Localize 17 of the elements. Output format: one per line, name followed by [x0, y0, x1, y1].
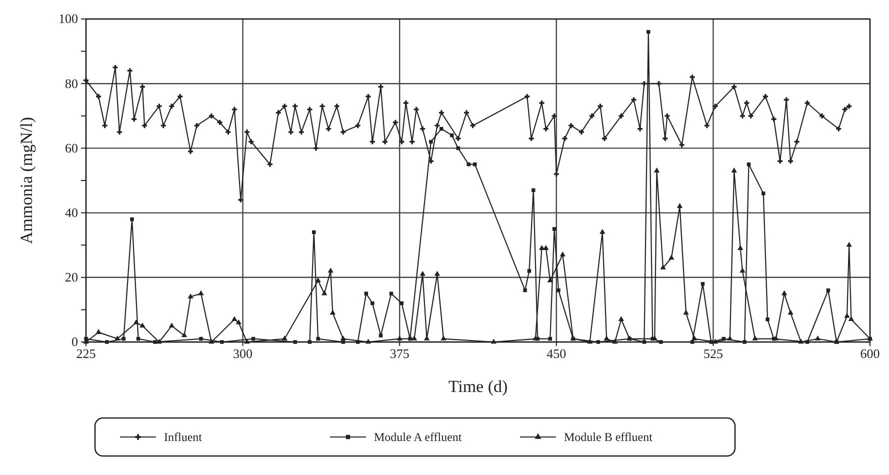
x-tick-label: 600 — [860, 346, 880, 362]
x-tick-label: 300 — [233, 346, 253, 362]
x-tick-label: 375 — [390, 346, 410, 362]
x-tick-label: 450 — [546, 346, 566, 362]
y-tick-label: 60 — [65, 140, 78, 156]
legend-label: Module A effluent — [374, 430, 462, 444]
legend-label: Module B effluent — [564, 430, 654, 444]
y-tick-label: 40 — [65, 204, 78, 220]
y-tick-label: 20 — [65, 270, 78, 285]
y-axis-title: Ammonia (mgN/l) — [17, 116, 36, 244]
y-tick-label: 100 — [58, 11, 78, 26]
x-tick-label: 225 — [76, 346, 96, 362]
y-tick-label: 0 — [72, 334, 78, 350]
x-axis-title: Time (d) — [448, 377, 508, 396]
y-tick-label: 80 — [65, 76, 78, 91]
legend-label: Influent — [164, 430, 203, 444]
x-tick-label: 525 — [703, 346, 723, 362]
